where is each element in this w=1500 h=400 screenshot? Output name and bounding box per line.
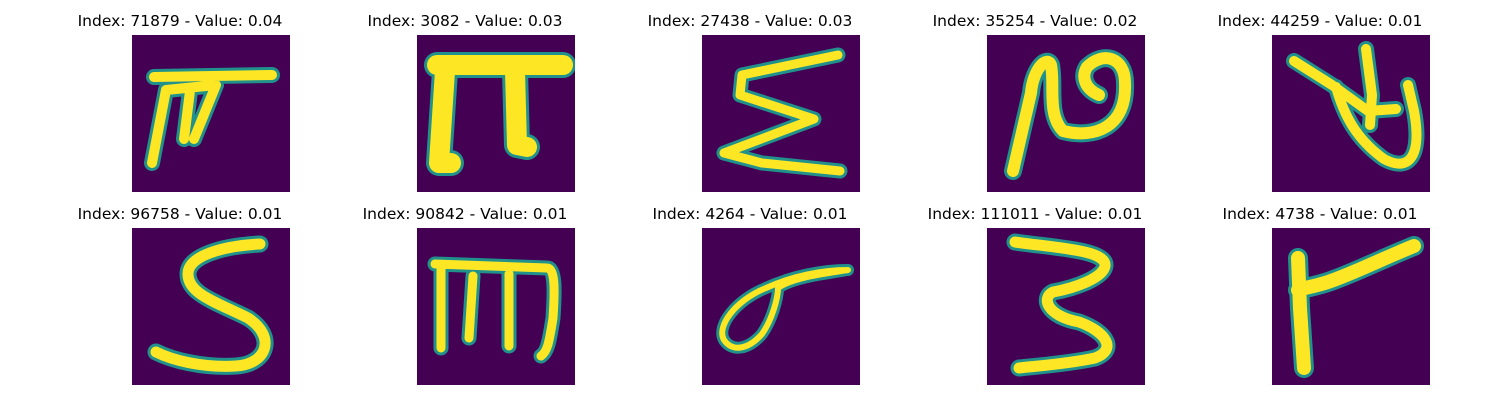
- panel-title: Index: 44259 - Value: 0.01: [1217, 12, 1423, 30]
- panel-title: Index: 35254 - Value: 0.02: [932, 12, 1138, 30]
- panel-3: Index: 27438 - Value: 0.03: [600, 0, 900, 192]
- glyph-image-three: [987, 228, 1145, 385]
- panel-5: Index: 44259 - Value: 0.01: [1170, 0, 1470, 192]
- panel-2: Index: 3082 - Value: 0.03: [315, 0, 615, 192]
- panel-title: Index: 71879 - Value: 0.04: [77, 12, 283, 30]
- glyph-image-sigma: [702, 35, 860, 192]
- panel-title: Index: 4264 - Value: 0.01: [652, 205, 848, 223]
- glyph-image-crossed-leaf: [1272, 35, 1430, 192]
- panel-4: Index: 35254 - Value: 0.02: [885, 0, 1185, 192]
- panel-title: Index: 90842 - Value: 0.01: [362, 205, 568, 223]
- panel-8: Index: 4264 - Value: 0.01: [600, 193, 900, 385]
- panel-9: Index: 111011 - Value: 0.01: [885, 193, 1185, 385]
- glyph-image-pi-bold: [417, 35, 575, 192]
- glyph-image-bent-stroke: [1272, 228, 1430, 385]
- panel-6: Index: 96758 - Value: 0.01: [30, 193, 330, 385]
- panel-title: Index: 96758 - Value: 0.01: [77, 205, 283, 223]
- panel-title: Index: 111011 - Value: 0.01: [927, 205, 1143, 223]
- glyph-image-s: [132, 228, 290, 385]
- glyph-image-loop-tail: [702, 228, 860, 385]
- glyph-image-m: [417, 228, 575, 385]
- panel-title: Index: 3082 - Value: 0.03: [367, 12, 563, 30]
- glyph-image-looped-n: [987, 35, 1145, 192]
- panel-title: Index: 4738 - Value: 0.01: [1222, 205, 1418, 223]
- glyph-image-pi-slanted: [132, 35, 290, 192]
- panel-10: Index: 4738 - Value: 0.01: [1170, 193, 1470, 385]
- panel-1: Index: 71879 - Value: 0.04: [30, 0, 330, 192]
- panel-7: Index: 90842 - Value: 0.01: [315, 193, 615, 385]
- panel-title: Index: 27438 - Value: 0.03: [647, 12, 853, 30]
